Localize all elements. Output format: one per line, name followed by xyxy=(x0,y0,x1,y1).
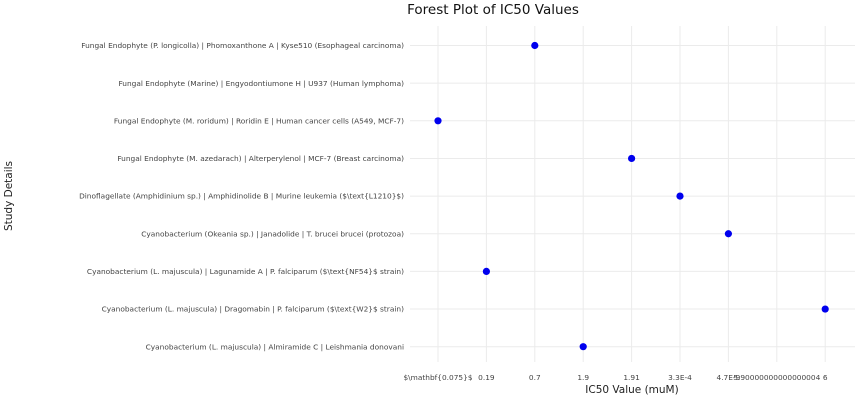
y-axis-title: Study Details xyxy=(3,161,15,231)
y-tick-label: Cyanobacterium (L. majuscula) | Lagunami… xyxy=(87,267,404,276)
x-tick-label: 4.7E-9 xyxy=(717,373,741,382)
y-tick-label: Dinoflagellate (Amphidinium sp.) | Amphi… xyxy=(79,192,404,201)
x-tick-label: 0.7 xyxy=(529,373,541,382)
x-tick-label: 6 xyxy=(823,373,828,382)
data-point xyxy=(579,343,587,351)
x-tick-label: 3.3E-4 xyxy=(668,373,692,382)
data-point xyxy=(531,41,539,50)
data-point xyxy=(628,154,636,163)
grid-lines xyxy=(410,26,855,362)
chart-title: Forest Plot of IC50 Values xyxy=(407,2,579,18)
x-tick-label: 0.19 xyxy=(478,373,495,382)
data-point xyxy=(724,230,733,238)
y-tick-label: Fungal Endophyte (Marine) | Engyodontium… xyxy=(118,79,404,88)
data-points xyxy=(434,41,829,351)
y-tick-label: Cyanobacterium (L. majuscula) | Dragomab… xyxy=(102,305,405,314)
x-tick-labels: $\mathbf{0.075}$ 0.19 0.7 1.9 1.91 3.3E-4 4.7E… xyxy=(403,373,827,382)
y-tick-label: Fungal Endophyte (M. azedarach) | Alterp… xyxy=(117,154,404,163)
y-tick-label: Cyanobacterium (Okeania sp.) | Janadolid… xyxy=(141,229,404,238)
data-point xyxy=(482,267,490,275)
x-tick-label: 1.9 xyxy=(577,373,589,382)
x-axis-title: IC50 Value (muM) xyxy=(585,384,678,396)
y-tick-label: Cyanobacterium (L. majuscula) | Almirami… xyxy=(146,342,404,351)
x-tick-label: $\mathbf{0.075}$ xyxy=(403,373,472,382)
x-tick-label: 1.91 xyxy=(623,373,640,382)
y-tick-label: Fungal Endophyte (P. longicolla) | Phomo… xyxy=(81,41,404,50)
y-tick-labels: Fungal Endophyte (P. longicolla) | Phomo… xyxy=(79,41,404,351)
data-point xyxy=(821,305,829,313)
y-tick-label: Fungal Endophyte (M. roridum) | Roridin … xyxy=(114,116,404,125)
data-point xyxy=(434,117,442,125)
x-tick-label: 5.90000000000000004 xyxy=(733,373,820,382)
data-point xyxy=(676,192,684,200)
